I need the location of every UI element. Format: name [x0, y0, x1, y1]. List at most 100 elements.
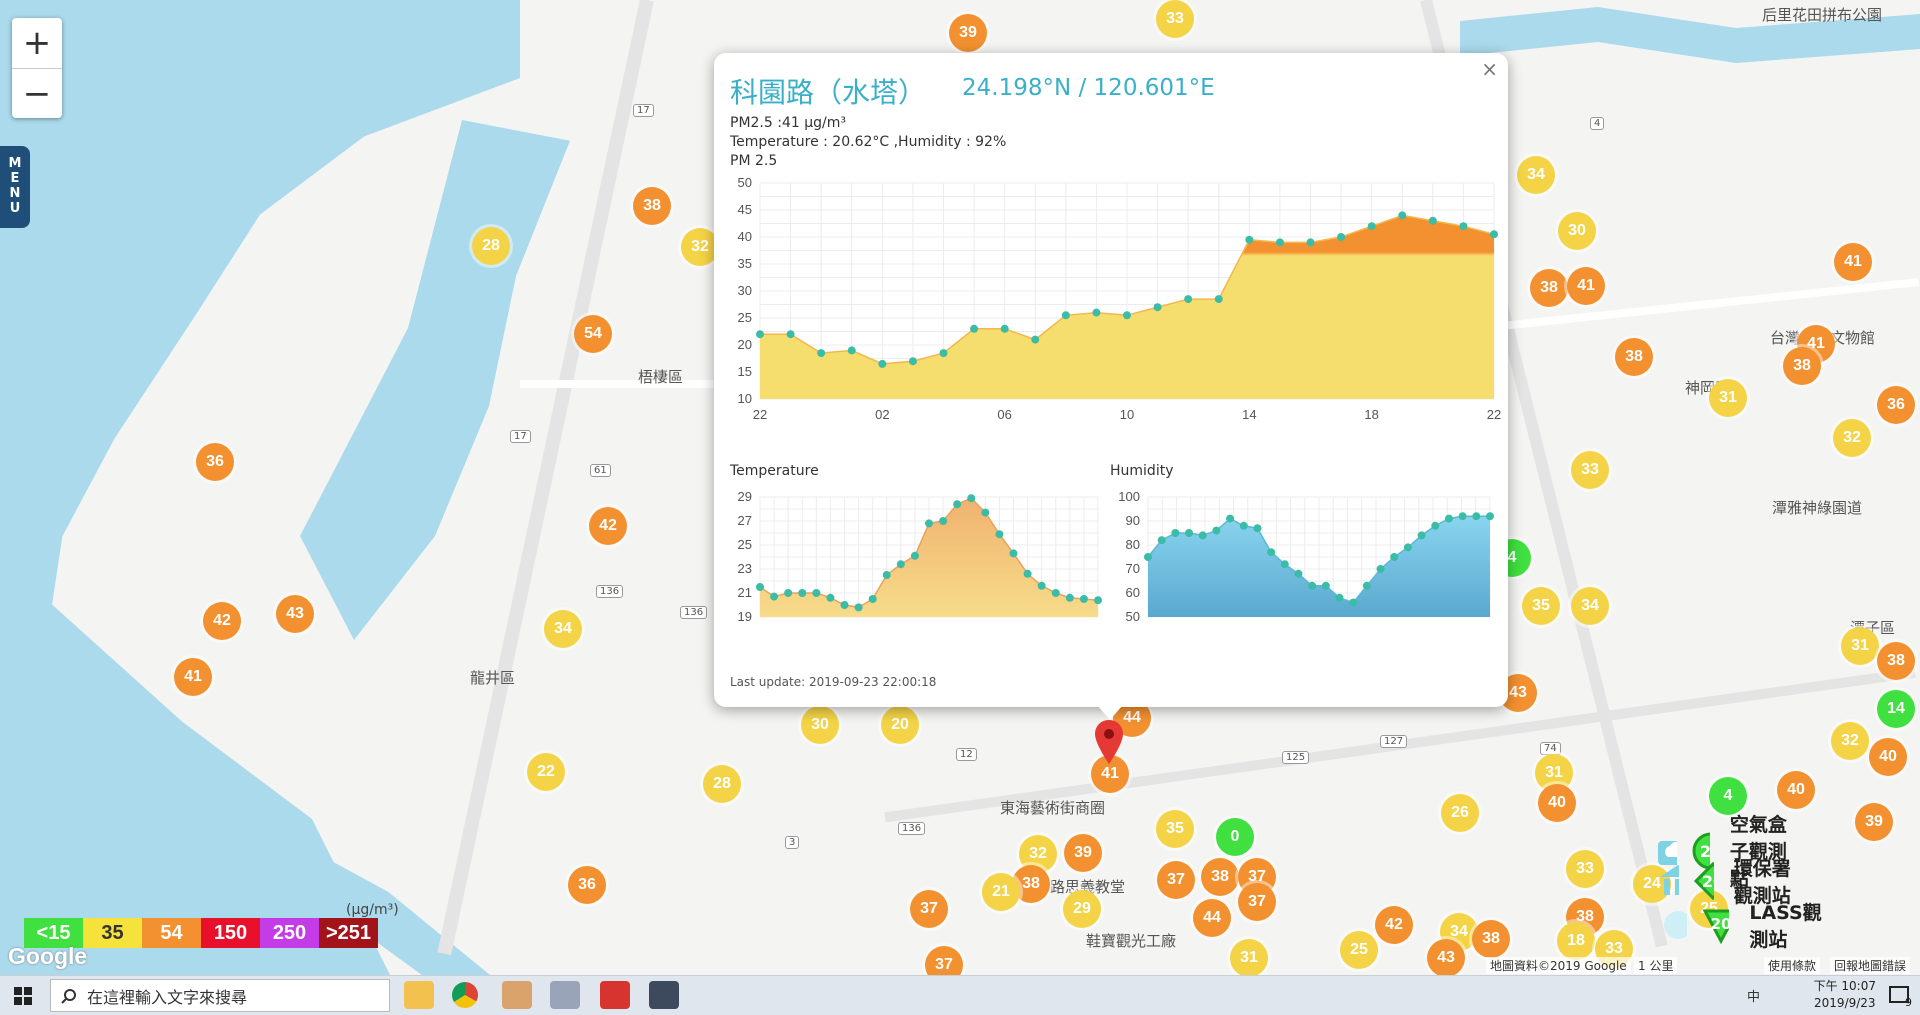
- pm-marker[interactable]: 38: [1877, 642, 1915, 680]
- pm-marker[interactable]: 34: [544, 610, 582, 648]
- pm-marker[interactable]: 32: [1833, 419, 1871, 457]
- windows-start-icon[interactable]: [14, 987, 32, 1005]
- data-point: [896, 560, 905, 569]
- pm-marker[interactable]: 40: [1777, 771, 1815, 809]
- zoom-in-button[interactable]: +: [12, 18, 62, 69]
- ime-indicator[interactable]: 中: [1746, 990, 1760, 1005]
- pm-marker[interactable]: 33: [1571, 451, 1609, 489]
- pm-marker[interactable]: 43: [1427, 939, 1465, 975]
- pm-marker[interactable]: 34: [1517, 156, 1555, 194]
- taskbar-search-input[interactable]: 在這裡輸入文字來搜尋: [50, 979, 390, 1012]
- pm-marker[interactable]: 21: [982, 873, 1020, 911]
- pm-marker[interactable]: 39: [1855, 803, 1893, 841]
- file-explorer-icon[interactable]: [404, 981, 434, 1009]
- pm-marker[interactable]: 35: [1522, 587, 1560, 625]
- pm-marker[interactable]: 44: [1193, 899, 1231, 937]
- report-error-link[interactable]: 回報地圖錯誤: [1830, 957, 1911, 974]
- data-point: [1335, 593, 1344, 602]
- pm-marker[interactable]: 42: [203, 602, 241, 640]
- pm-marker[interactable]: 28: [472, 227, 510, 265]
- photos-icon[interactable]: [649, 981, 679, 1009]
- pm-marker[interactable]: 39: [1064, 834, 1102, 872]
- pm-marker[interactable]: 41: [1091, 755, 1129, 793]
- legend-label: 空氣盒子觀測點: [1729, 814, 1787, 890]
- data-point: [812, 589, 821, 597]
- pm-marker[interactable]: 30: [1558, 212, 1596, 250]
- pm-marker[interactable]: 29: [1063, 890, 1101, 928]
- pm-marker[interactable]: 20: [881, 706, 919, 744]
- pm-marker[interactable]: 33: [1566, 850, 1604, 888]
- pm-marker[interactable]: 39: [949, 14, 987, 52]
- data-point: [1294, 569, 1303, 578]
- pm-marker[interactable]: 14: [1877, 690, 1915, 728]
- y-tick-label: 19: [738, 609, 752, 624]
- pm-marker[interactable]: 32: [1831, 722, 1869, 760]
- pm-marker[interactable]: 34: [1571, 587, 1609, 625]
- pm-marker[interactable]: 38: [1201, 858, 1239, 896]
- pm-marker[interactable]: 42: [1375, 906, 1413, 944]
- pm-marker[interactable]: 0: [1216, 818, 1254, 856]
- pm-marker[interactable]: 28: [703, 765, 741, 803]
- pm-marker[interactable]: 41: [1834, 243, 1872, 281]
- y-tick-label: 100: [1118, 489, 1140, 504]
- app-icon-bird[interactable]: [502, 981, 532, 1009]
- data-point: [953, 500, 962, 509]
- pm-marker[interactable]: 38: [633, 187, 671, 225]
- pm-marker[interactable]: 37: [1238, 883, 1276, 921]
- svg-text:20: 20: [1711, 915, 1730, 933]
- data-point: [1031, 335, 1040, 344]
- x-tick-label: 14: [1242, 407, 1256, 422]
- chrome-icon[interactable]: [452, 982, 478, 1008]
- pm-marker[interactable]: 36: [1877, 386, 1915, 424]
- pm-marker[interactable]: 37: [1157, 861, 1195, 899]
- pm-marker[interactable]: 40: [1538, 784, 1576, 822]
- data-point: [868, 595, 877, 603]
- data-point: [1185, 529, 1194, 537]
- pm-marker[interactable]: 18: [1557, 922, 1595, 960]
- search-placeholder: 在這裡輸入文字來搜尋: [87, 987, 248, 1007]
- pm-marker[interactable]: 38: [1783, 347, 1821, 385]
- pm-marker[interactable]: 31: [1709, 379, 1747, 417]
- pm-marker[interactable]: 38: [1615, 338, 1653, 376]
- pm-marker[interactable]: 36: [568, 866, 606, 904]
- humidity-chart: 50 60 70 80 90 100: [1118, 489, 1494, 624]
- pm-marker[interactable]: 31: [1841, 627, 1879, 665]
- road-shield: 136: [680, 606, 708, 619]
- pm-marker[interactable]: 22: [527, 753, 565, 791]
- pm-marker[interactable]: 42: [589, 507, 627, 545]
- pm-marker[interactable]: 41: [174, 658, 212, 696]
- pm-marker[interactable]: 37: [910, 890, 948, 928]
- data-point: [1092, 308, 1101, 317]
- location-pin-icon[interactable]: [1094, 720, 1124, 764]
- pm-marker[interactable]: 38: [1530, 269, 1568, 307]
- notification-icon[interactable]: 9: [1888, 984, 1912, 1008]
- pm-marker[interactable]: 25: [1340, 931, 1378, 969]
- legend-airbox: 20 空氣盒子觀測點: [1656, 810, 1793, 891]
- pm-marker[interactable]: 32: [681, 228, 719, 266]
- pm-marker[interactable]: 36: [196, 443, 234, 481]
- data-point: [967, 494, 976, 503]
- pm-marker[interactable]: 54: [574, 315, 612, 353]
- app-icon-palette[interactable]: [550, 981, 580, 1009]
- taskbar-clock[interactable]: 下午 10:07 2019/9/23: [1814, 978, 1876, 1012]
- epa-building-icon: [1660, 865, 1679, 895]
- pm-marker[interactable]: 4: [1709, 777, 1747, 815]
- sketchup-icon[interactable]: [600, 981, 630, 1009]
- place-label: 龍井區: [470, 669, 516, 687]
- pm-marker[interactable]: 37: [925, 946, 963, 975]
- zoom-out-button[interactable]: −: [22, 74, 52, 114]
- pm-marker[interactable]: 38: [1472, 920, 1510, 958]
- pm-marker[interactable]: 30: [801, 706, 839, 744]
- close-icon[interactable]: ×: [1481, 57, 1498, 81]
- data-point: [1267, 548, 1276, 557]
- pm-marker[interactable]: 31: [1230, 939, 1268, 975]
- terms-link[interactable]: 使用條款: [1764, 957, 1821, 974]
- legend-label: 環保署觀測站: [1733, 858, 1791, 907]
- pm-marker[interactable]: 33: [1156, 0, 1194, 38]
- pm-marker[interactable]: 35: [1156, 810, 1194, 848]
- pm-marker[interactable]: 41: [1567, 267, 1605, 305]
- pm-marker[interactable]: 43: [276, 595, 314, 633]
- pm-marker[interactable]: 40: [1869, 738, 1907, 776]
- pm-marker[interactable]: 26: [1441, 794, 1479, 832]
